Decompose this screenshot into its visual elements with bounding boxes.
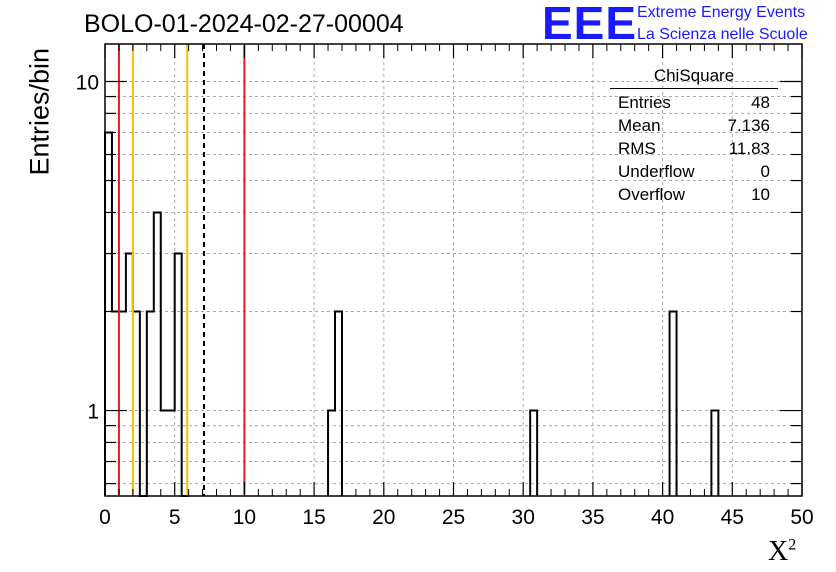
- stats-box: ChiSquare Entries 48 Mean 7.136 RMS 11.83 Unde…: [610, 66, 778, 206]
- stats-value: 0: [760, 162, 770, 181]
- stats-title: ChiSquare: [610, 66, 778, 89]
- stats-label: Entries: [618, 93, 671, 112]
- chart-title: BOLO-01-2024-02-27-00004: [84, 10, 404, 38]
- x-tick-label: 5: [169, 506, 181, 529]
- x-tick-label: 15: [302, 506, 325, 529]
- stats-row: Mean 7.136: [610, 114, 778, 137]
- logo-caption-line1: Extreme Energy Events: [637, 4, 806, 21]
- stats-label: Overflow: [618, 185, 686, 204]
- stats-row: Underflow 0: [610, 160, 778, 183]
- stats-value: 10: [751, 185, 770, 204]
- x-tick-label: 40: [651, 506, 674, 529]
- stats-row: Entries 48: [610, 91, 778, 114]
- stats-value: 11.83: [728, 139, 770, 158]
- y-tick-label: 10: [76, 71, 99, 94]
- x-tick-label: 25: [442, 506, 465, 529]
- x-tick-label: 50: [790, 506, 813, 529]
- x-tick-label: 10: [233, 506, 256, 529]
- stats-label: Mean: [618, 116, 661, 135]
- x-tick-label: 30: [512, 506, 535, 529]
- y-tick-label: 1: [87, 401, 99, 424]
- x-tick-label: 35: [581, 506, 604, 529]
- stats-row: Overflow 10: [610, 183, 778, 206]
- stats-value: 7.136: [727, 116, 770, 135]
- stats-label: Underflow: [618, 162, 695, 181]
- stats-value: 48: [751, 93, 770, 112]
- logo-caption-line2: La Scienza nelle Scuole: [637, 26, 808, 43]
- stats-label: RMS: [618, 139, 656, 158]
- x-tick-label: 20: [372, 506, 395, 529]
- x-tick-label: 0: [99, 506, 111, 529]
- stats-row: RMS 11.83: [610, 137, 778, 160]
- eee-logo: EEE: [542, 0, 638, 49]
- x-axis-label: X2: [768, 536, 797, 567]
- x-tick-label: 45: [721, 506, 744, 529]
